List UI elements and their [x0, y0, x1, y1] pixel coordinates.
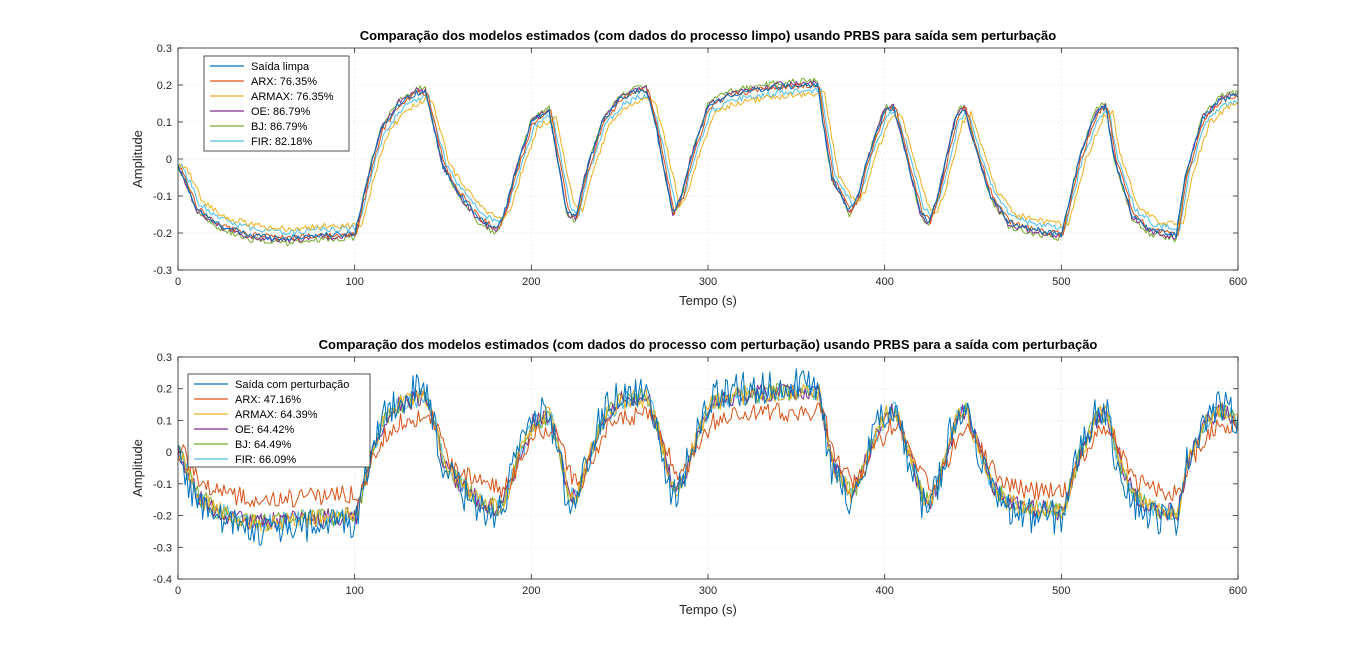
y-tick-label: 0 — [166, 447, 172, 459]
x-tick-label: 300 — [699, 585, 717, 597]
x-tick-label: 0 — [175, 585, 181, 597]
y-tick-label: -0.2 — [153, 511, 172, 523]
series-line — [177, 87, 1239, 236]
legend-label: FIR: 66.09% — [235, 454, 296, 466]
legend-label: ARX: 76.35% — [251, 76, 317, 88]
legend-label: FIR: 82.18% — [251, 136, 312, 148]
legend-label: ARMAX: 64.39% — [235, 409, 318, 421]
y-tick-label: 0.2 — [157, 80, 172, 92]
x-tick-label: 200 — [522, 585, 540, 597]
x-tick-label: 400 — [875, 276, 893, 288]
y-tick-label: -0.4 — [153, 574, 172, 586]
y-tick-label: -0.1 — [153, 191, 172, 203]
x-tick-label: 500 — [1052, 276, 1070, 288]
series-line — [177, 82, 1239, 242]
legend-label: ARX: 47.16% — [235, 394, 301, 406]
chart-title: Comparação dos modelos estimados (com da… — [360, 28, 1056, 43]
legend-label: OE: 64.42% — [235, 424, 295, 436]
x-tick-label: 100 — [345, 585, 363, 597]
y-tick-label: 0.1 — [157, 415, 172, 427]
x-tick-label: 0 — [175, 276, 181, 288]
bottom-chart: 0 100 200 300 400 500 600 -0.4 -0.3 -0.2 -0.1 0 0.1 0… — [130, 337, 1247, 617]
y-tick-label: 0.3 — [157, 43, 172, 55]
top-chart: 0 100 200 300 400 500 600 -0.3 -0.2 -0.1 0 0.1 0.2 0.… — [130, 28, 1247, 308]
series-group — [177, 368, 1239, 546]
y-tick-label: -0.2 — [153, 228, 172, 240]
legend-label: BJ: 64.49% — [235, 439, 291, 451]
legend-label: Saída com perturbação — [235, 379, 349, 391]
series-line — [177, 82, 1239, 242]
y-tick-label: 0.1 — [157, 117, 172, 129]
series-line — [177, 383, 1239, 530]
x-tick-label: 400 — [875, 585, 893, 597]
y-tick-label: 0.2 — [157, 384, 172, 396]
y-tick-label: -0.1 — [153, 479, 172, 491]
y-tick-label: 0.3 — [157, 352, 172, 364]
x-axis-label: Tempo (s) — [679, 602, 737, 617]
x-tick-label: 600 — [1229, 276, 1247, 288]
legend-label: ARMAX: 76.35% — [251, 91, 334, 103]
y-tick-label: -0.3 — [153, 265, 172, 277]
y-axis-label: Amplitude — [130, 130, 145, 188]
legend-box — [203, 55, 350, 152]
x-tick-label: 200 — [522, 276, 540, 288]
y-tick-label: -0.3 — [153, 542, 172, 554]
y-tick-label: 0 — [166, 154, 172, 166]
legend-box — [187, 373, 371, 468]
legend: Saída com perturbação ARX: 47.16% ARMAX: 6… — [187, 373, 371, 468]
series-group — [177, 77, 1239, 247]
legend-label: OE: 86.79% — [251, 106, 311, 118]
series-line — [177, 402, 1239, 508]
x-tick-label: 100 — [345, 276, 363, 288]
x-tick-label: 300 — [699, 276, 717, 288]
series-line — [177, 90, 1239, 232]
legend-label: Saída limpa — [251, 61, 310, 73]
x-tick-label: 500 — [1052, 585, 1070, 597]
y-axis-label: Amplitude — [130, 439, 145, 497]
x-axis-label: Tempo (s) — [679, 293, 737, 308]
chart-title: Comparação dos modelos estimados (com da… — [319, 337, 1098, 352]
legend: Saída limpa ARX: 76.35% ARMAX: 76.35% OE: 8… — [203, 55, 350, 152]
legend-label: BJ: 86.79% — [251, 121, 307, 133]
x-tick-label: 600 — [1229, 585, 1247, 597]
series-line — [177, 368, 1239, 546]
